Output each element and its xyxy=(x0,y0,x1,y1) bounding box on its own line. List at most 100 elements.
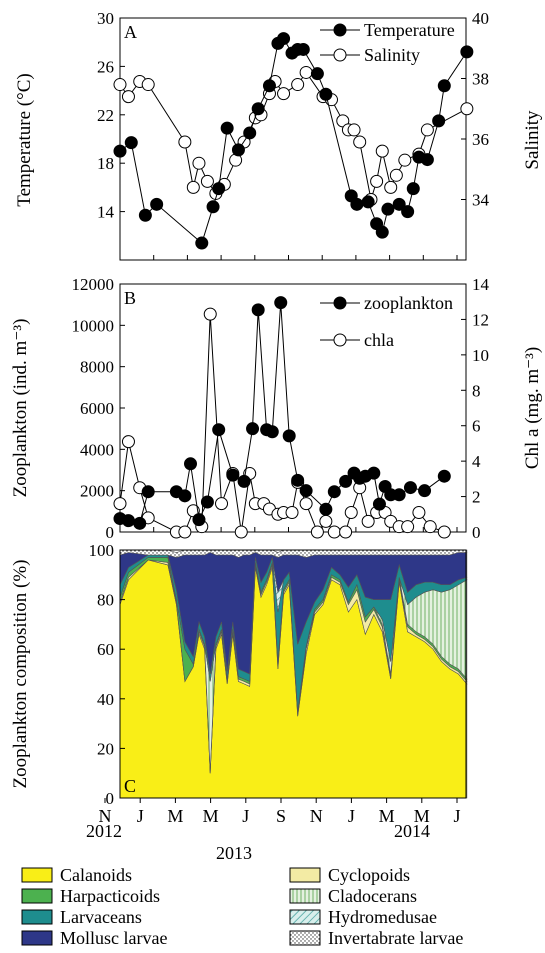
panel-b-chla-point xyxy=(361,514,375,528)
panel-b-legend-label: chla xyxy=(364,330,394,350)
legend-label: Cyclopoids xyxy=(328,865,410,885)
panel-a-salinity-point xyxy=(299,65,313,79)
panel-c-label: C xyxy=(124,776,136,796)
panel-c-year-label: 2013 xyxy=(216,843,252,863)
panel-b-zooplankton-point xyxy=(184,457,197,471)
panel-b-chla-point xyxy=(203,307,217,321)
panel-a-temperature-point xyxy=(277,32,291,46)
panel-a-temperature-line xyxy=(119,37,468,244)
panel-b-zooplankton-chla: 0 2000 4000 6000 8000 10000 12000 0 2 4 6 8 10 12 14 B z… xyxy=(10,275,543,542)
panel-a-temperature-point xyxy=(381,202,395,216)
panel-a-temperature-point xyxy=(392,197,406,211)
panel-b-y2-tick-label: 6 xyxy=(472,417,481,436)
panel-c-x-tick-label: M xyxy=(167,806,183,826)
panel-a-temperature-point xyxy=(460,45,474,59)
legend-label: Cladocerans xyxy=(328,886,417,906)
panel-a-salinity-point xyxy=(347,123,361,137)
panel-a-temperature-point xyxy=(375,225,389,239)
panel-b-y-axis-title: Zooplankton (ind. m⁻³) xyxy=(10,319,31,498)
panel-a-temperature-point xyxy=(231,143,245,157)
legend-swatch-larvaceans xyxy=(21,909,53,925)
panel-b-chla-point xyxy=(113,497,127,511)
panel-c-y-tick-label: 80 xyxy=(97,591,114,610)
panel-b-y2-tick-label: 12 xyxy=(472,310,489,329)
panel-b-y-tick-label: 6000 xyxy=(80,399,114,418)
panel-b-chla-point xyxy=(178,525,192,539)
panel-b-chla-point xyxy=(412,506,426,520)
legend-label: Hydromedusae xyxy=(328,907,437,927)
panel-c-x-tick-label: M xyxy=(203,806,219,826)
panel-b-zooplankton-point xyxy=(327,485,341,499)
panel-b-zooplankton-point xyxy=(212,423,226,437)
panel-b-zooplankton-point xyxy=(392,488,406,502)
panel-a-temperature-point xyxy=(220,121,234,135)
legend-swatch-cladocerans xyxy=(289,888,321,904)
panel-a-legend-label: Temperature xyxy=(364,20,455,40)
legend-swatch-cyclopoids xyxy=(289,867,321,883)
legend-swatch-calanoids xyxy=(21,867,53,883)
panel-c-y-tick-label: 0 xyxy=(106,789,115,808)
panel-a-temperature-point xyxy=(251,102,265,116)
panel-a-temperature-point xyxy=(262,79,276,93)
panel-a-temperature-point xyxy=(138,208,152,222)
panel-b-zooplankton-line xyxy=(119,302,445,524)
panel-a-legend-marker xyxy=(333,48,347,62)
panel-a-y2-tick-label: 38 xyxy=(472,70,489,89)
legend-swatch-invertabrate-larvae xyxy=(289,930,321,946)
panel-b-chla-point xyxy=(344,506,358,520)
panel-a-salinity-point xyxy=(141,78,155,92)
panel-a-y-tick-label: 18 xyxy=(97,154,114,173)
panel-b-y-tick-label: 8000 xyxy=(80,358,114,377)
panel-c-x-tick-label: J xyxy=(348,806,355,826)
panel-a-temperature-point xyxy=(212,182,226,196)
panel-a-temperature-point xyxy=(243,126,257,140)
panel-a-temperature-point xyxy=(150,197,164,211)
panel-c-x-tick-label: M xyxy=(414,806,430,826)
panel-a-temperature-point xyxy=(401,205,415,219)
panel-b-zooplankton-point xyxy=(192,513,206,527)
panel-c-year-label: 2012 xyxy=(86,821,122,841)
panel-b-zooplankton-point xyxy=(339,474,353,488)
legend-swatch-mollusc-larvae xyxy=(21,930,53,946)
panel-a-y-tick-label: 30 xyxy=(97,9,114,28)
panel-a-y2-axis-title: Salinity xyxy=(522,110,543,170)
panel-b-y2-tick-label: 10 xyxy=(472,346,489,365)
legend-swatch-hydromedusae xyxy=(289,909,321,925)
panel-c-x-tick-label: N xyxy=(99,806,112,826)
panel-c-y-tick-label: 60 xyxy=(97,640,114,659)
panel-b-y2-tick-label: 8 xyxy=(472,381,481,400)
panel-a-y-tick-label: 22 xyxy=(97,106,114,125)
panel-b-zooplankton-point xyxy=(200,495,214,509)
panel-a-salinity-point xyxy=(121,90,135,104)
panel-c-x-tick-label: J xyxy=(453,806,460,826)
panel-a-temperature-point xyxy=(124,136,138,150)
panel-a-temperature-point xyxy=(206,200,220,214)
legend-swatch-harpacticoids xyxy=(21,888,53,904)
panel-a-temperature-point xyxy=(319,87,333,101)
panel-b-legend-label: zooplankton xyxy=(364,293,453,313)
panel-a-salinity-point xyxy=(420,123,434,137)
panel-b-zooplankton-point xyxy=(265,425,279,439)
panel-a-temperature-point xyxy=(406,182,420,196)
panel-b-zooplankton-point xyxy=(418,484,432,498)
panel-b-y-tick-label: 0 xyxy=(106,523,115,542)
panel-c-x-tick-label: M xyxy=(379,806,395,826)
panel-c-x-tick-label: J xyxy=(242,806,249,826)
panel-a-salinity-point xyxy=(277,87,291,101)
panel-a-salinity-point xyxy=(178,135,192,149)
panel-b-zooplankton-point xyxy=(246,422,260,436)
panel-a-salinity-point xyxy=(460,102,474,116)
panel-b-y2-tick-label: 14 xyxy=(472,275,490,294)
panel-b-chla-point xyxy=(423,520,437,534)
panel-b-chla-point xyxy=(339,525,353,539)
panel-b-zooplankton-point xyxy=(178,489,192,503)
panel-b-legend-marker xyxy=(333,333,347,347)
panel-b-chla-point xyxy=(310,525,324,539)
panel-a-temperature-point xyxy=(113,144,127,158)
panel-b-zooplankton-point xyxy=(299,484,313,498)
panel-a-temperature-point xyxy=(350,197,364,211)
panel-a-temperature-point xyxy=(361,195,375,209)
panel-b-zooplankton-point xyxy=(237,474,251,488)
panel-b-zooplankton-point xyxy=(372,497,386,511)
panel-b-chla-point xyxy=(401,520,415,534)
